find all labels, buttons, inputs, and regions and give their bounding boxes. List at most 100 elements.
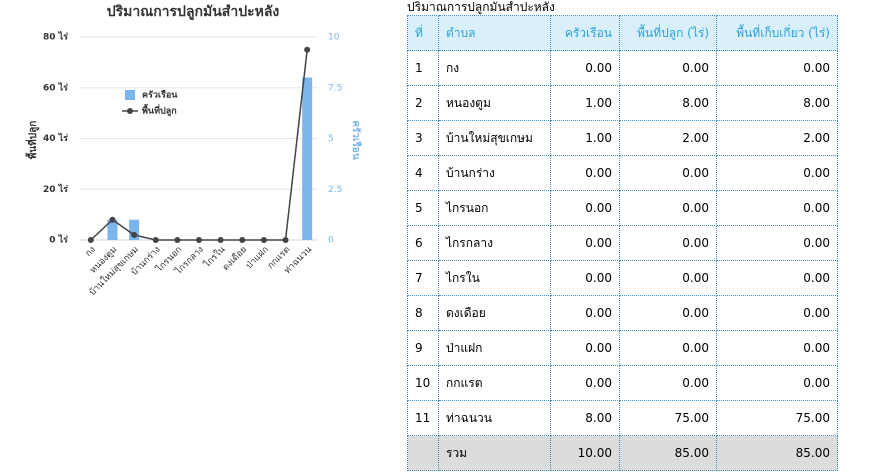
table-cell: 0.00 [550, 190, 620, 226]
line-point [87, 237, 94, 243]
table-cell: 4 [407, 155, 439, 191]
x-tick-label: ดงเดือย [220, 244, 249, 273]
line-point [217, 237, 224, 243]
table-cell: กง [438, 50, 551, 86]
table-cell: ท่าฉนวน [438, 400, 551, 436]
table-cell: 0.00 [619, 50, 717, 86]
y2-tick-label: 7.5 [328, 83, 342, 93]
bar [107, 219, 118, 240]
table-cell: ดงเดือย [438, 295, 551, 331]
column-header: ที่ [407, 15, 439, 51]
table-cell: 0.00 [716, 225, 838, 261]
table-row: 8 ดงเดือย 0.00 0.00 0.00 [407, 295, 838, 331]
table-cell: 75.00 [716, 400, 838, 436]
table-cell: 0.00 [550, 330, 620, 366]
line [90, 49, 308, 241]
table-row: 2 หนองตูม 1.00 8.00 8.00 [407, 85, 838, 121]
line-point [260, 237, 267, 243]
table-cell: ไกรใน [438, 260, 551, 296]
x-tick-label: ป่าแฝก [244, 245, 270, 271]
y-axis-label: พื้นที่ปลูก [25, 121, 40, 160]
table-row: 1 กง 0.00 0.00 0.00 [407, 50, 838, 86]
table-cell: 2.00 [716, 120, 838, 156]
table-cell: 0.00 [716, 260, 838, 296]
table-cell: 75.00 [619, 400, 717, 436]
legend-swatch [127, 108, 133, 114]
y-tick-label: 40 ไร่ [43, 132, 68, 144]
table-cell: 0.00 [619, 155, 717, 191]
table-cell: 6 [407, 225, 439, 261]
table-cell: 1 [407, 50, 439, 86]
column-header: ตำบล [438, 15, 551, 51]
table-cell: บ้านกร่าง [438, 155, 551, 191]
table-cell: 10.00 [550, 435, 620, 471]
table-cell: 10 [407, 365, 439, 401]
column-header: พื้นที่เก็บเกี่ยว (ไร่) [716, 15, 838, 51]
table-cell: 0.00 [550, 225, 620, 261]
line-point [109, 216, 116, 223]
column-header: พื้นที่ปลูก (ไร่) [619, 15, 717, 51]
line-point [304, 46, 311, 53]
table-cell: 0.00 [619, 225, 717, 261]
table-cell: กกแรต [438, 365, 551, 401]
table-row: 3 บ้านใหม่สุขเกษม 1.00 2.00 2.00 [407, 120, 838, 156]
table-cell: 5 [407, 190, 439, 226]
table-cell: 8.00 [619, 85, 717, 121]
table-cell: 0.00 [619, 260, 717, 296]
table-cell: 2 [407, 85, 439, 121]
table-cell: 0.00 [716, 50, 838, 86]
bar [302, 77, 313, 240]
table-cell: ป่าแฝก [438, 330, 551, 366]
table-cell: 0.00 [619, 190, 717, 226]
table-cell: หนองตูม [438, 85, 551, 121]
table-cell: 0.00 [619, 365, 717, 401]
table-cell: บ้านใหม่สุขเกษม [438, 120, 551, 156]
table-cell: 0.00 [550, 295, 620, 331]
table-cell: 0.00 [550, 155, 620, 191]
data-table: ที่ ตำบล ครัวเรือน พื้นที่ปลูก (ไร่) พื้นที่… [407, 15, 838, 471]
table-row: 4 บ้านกร่าง 0.00 0.00 0.00 [407, 155, 838, 191]
table-cell: 0.00 [716, 155, 838, 191]
y-tick-label: 80 ไร่ [43, 31, 68, 43]
legend-swatch [125, 90, 135, 100]
line-point [196, 237, 202, 243]
table-cell: 11 [407, 400, 439, 436]
table-cell [407, 435, 439, 471]
y2-axis-label: ครัวเรือน [350, 120, 362, 159]
table-panel: ปริมาณการปลูกมันสำปะหลัง ที่ ตำบล ครัวเรือ… [407, 0, 838, 471]
total-row: รวม 10.00 85.00 85.00 [407, 435, 838, 471]
column-header: ครัวเรือน [550, 15, 620, 51]
table-cell: 85.00 [619, 435, 717, 471]
table-cell: 0.00 [716, 330, 838, 366]
table-cell: 7 [407, 260, 439, 296]
table-row: 10 กกแรต 0.00 0.00 0.00 [407, 365, 838, 401]
line-point [152, 237, 159, 243]
y-tick-label: 20 ไร่ [43, 183, 68, 195]
table-row: 5 ไกรนอก 0.00 0.00 0.00 [407, 190, 838, 226]
y-tick-label: 60 ไร่ [43, 81, 68, 93]
table-row: 9 ป่าแฝก 0.00 0.00 0.00 [407, 330, 838, 366]
table-row: 7 ไกรใน 0.00 0.00 0.00 [407, 260, 838, 296]
table-cell: 8 [407, 295, 439, 331]
line-point [282, 237, 289, 243]
table-cell: 8.00 [550, 400, 620, 436]
table-cell: 2.00 [619, 120, 717, 156]
table-cell: 0.00 [716, 365, 838, 401]
table-cell: 0.00 [550, 260, 620, 296]
table-cell: 0.00 [716, 190, 838, 226]
y2-tick-label: 2.5 [328, 185, 342, 195]
y2-tick-label: 5 [328, 134, 334, 144]
table-cell: 0.00 [619, 295, 717, 331]
bar [129, 219, 140, 240]
x-tick-label: กง [84, 245, 98, 259]
table-cell: 9 [407, 330, 439, 366]
chart-title: ปริมาณการปลูกมันสำปะหลัง [107, 4, 280, 20]
table-cell: 85.00 [716, 435, 838, 471]
table-cell: 8.00 [716, 85, 838, 121]
table-cell: 1.00 [550, 120, 620, 156]
y-tick-label: 0 ไร่ [49, 234, 68, 246]
y2-tick-label: 0 [328, 236, 334, 246]
table-cell: 0.00 [716, 295, 838, 331]
line-point [239, 237, 246, 243]
table-cell: 0.00 [619, 330, 717, 366]
